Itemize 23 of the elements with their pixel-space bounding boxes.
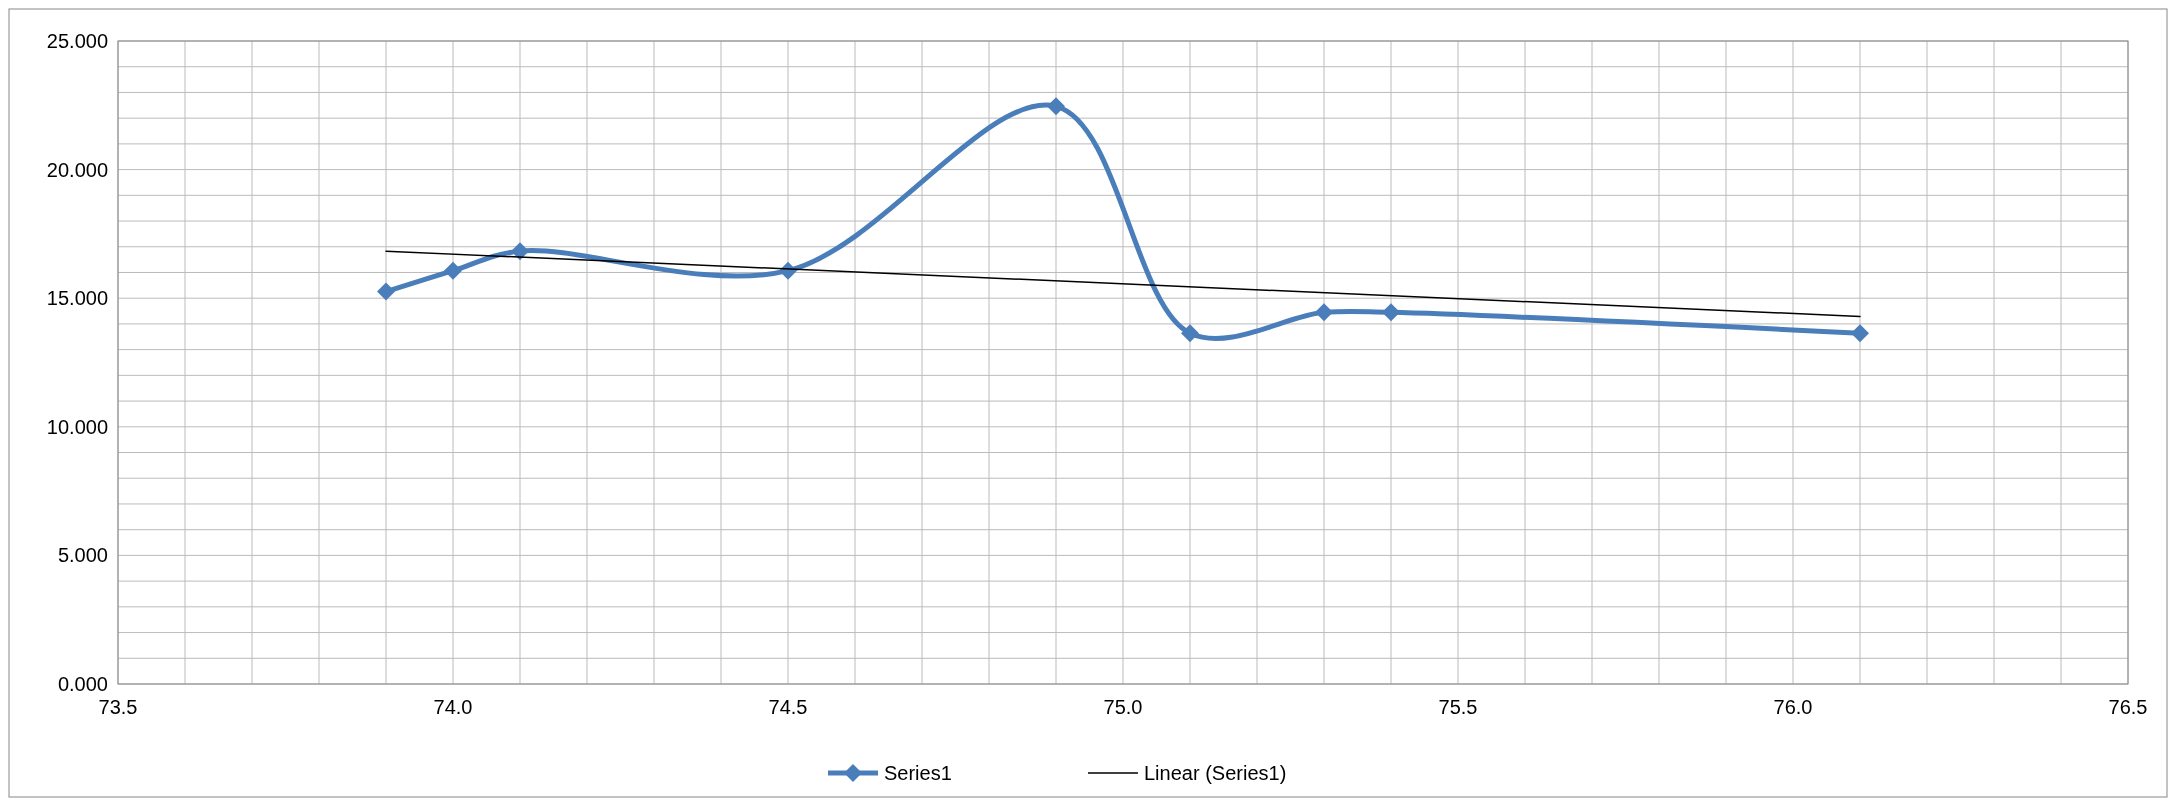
y-tick-label: 5.000: [57, 544, 108, 567]
point: [1181, 324, 1199, 343]
point: [511, 242, 529, 261]
y-tick-label: 25.000: [46, 30, 108, 52]
point: [1382, 303, 1400, 322]
x-tick-label: 75.0: [1103, 696, 1143, 718]
x-tick-label: 73.5: [98, 696, 138, 718]
x-tick-label: 76.0: [1773, 696, 1813, 718]
y-tick-label: 20.000: [46, 158, 108, 181]
x-tick-label: 76.5: [2108, 696, 2148, 718]
x-tick-label: 75.5: [1438, 696, 1478, 718]
point: [1851, 324, 1869, 343]
point: [444, 261, 462, 280]
y-tick-label: 10.000: [46, 415, 108, 438]
y-tick-label: 15.000: [46, 287, 108, 310]
y-tick-label: 0.000: [57, 673, 108, 695]
legend-label: Series1: [884, 762, 952, 784]
legend-label: Linear (Series1): [1144, 762, 1287, 784]
x-tick-label: 74.5: [768, 696, 808, 718]
point: [1047, 97, 1065, 116]
x-tick-label: 74.0: [433, 696, 473, 718]
point: [1315, 303, 1333, 322]
point: [377, 282, 395, 301]
